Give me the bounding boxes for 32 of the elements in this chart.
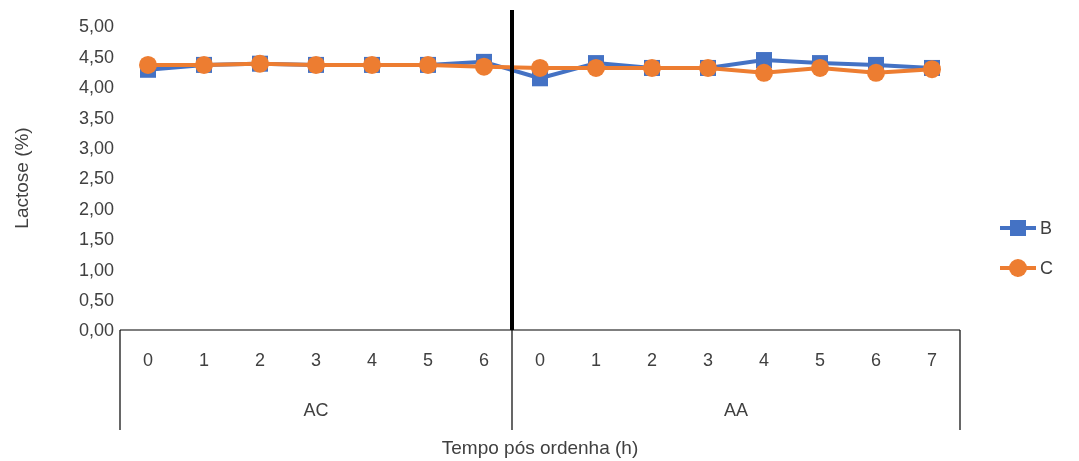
x-tick-label: 4 — [366, 350, 378, 370]
y-tick-label: 4,00 — [78, 77, 114, 98]
x-tick-label: 3 — [310, 350, 322, 370]
x-tick-label: 1 — [198, 350, 210, 370]
text: AA — [723, 400, 749, 420]
legend-label: B — [1040, 218, 1053, 239]
x-tick-label: 7 — [926, 350, 938, 370]
x-tick-label: 2 — [646, 350, 658, 370]
y-tick-label: 1,00 — [78, 259, 114, 280]
x-tick-label: 3 — [702, 350, 714, 370]
y-tick-label: 1,50 — [78, 229, 114, 250]
text: AC — [303, 400, 329, 420]
y-tick-label: 3,00 — [78, 137, 114, 158]
x-axis-title: Tempo pós ordenha (h) — [441, 437, 639, 458]
x-tick-label: 6 — [478, 350, 490, 370]
x-tick-label: 5 — [422, 350, 434, 370]
y-tick-label: 3,50 — [78, 107, 114, 128]
y-tick-label: 4,50 — [78, 46, 114, 67]
x-tick-label: 1 — [590, 350, 602, 370]
x-tick-label: 4 — [758, 350, 770, 370]
x-tick-label: 0 — [142, 350, 154, 370]
y-tick-label: 0,00 — [78, 320, 114, 341]
x-tick-label: 5 — [814, 350, 826, 370]
y-axis-title: Lactose (%) — [11, 127, 32, 229]
x-tick-label: 0 — [534, 350, 546, 370]
y-tick-label: 2,50 — [78, 168, 114, 189]
x-tick-label: 6 — [870, 350, 882, 370]
y-tick-label: 2,00 — [78, 198, 114, 219]
x-tick-label: 2 — [254, 350, 266, 370]
y-tick-label: 5,00 — [78, 16, 114, 37]
y-tick-label: 0,50 — [78, 289, 114, 310]
legend-label: C — [1040, 258, 1053, 279]
